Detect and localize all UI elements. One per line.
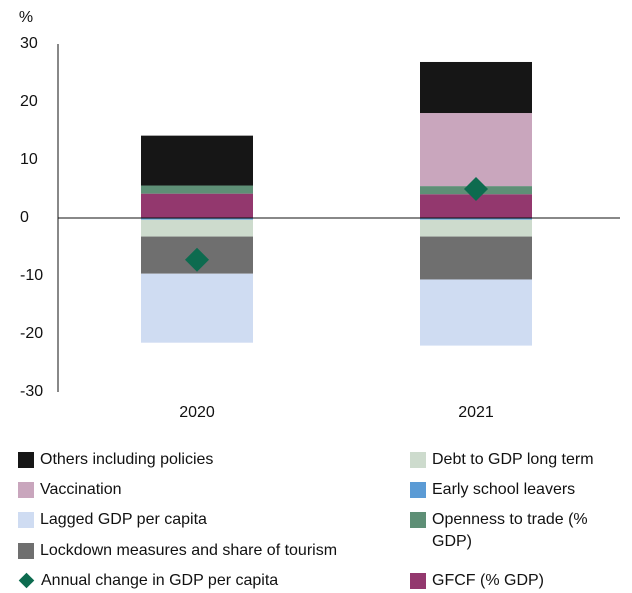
legend-swatch <box>18 482 34 498</box>
bar-segment <box>420 113 532 187</box>
legend-item: GFCF (% GDP) <box>410 570 610 592</box>
legend-swatch <box>410 512 426 528</box>
legend-swatch <box>18 452 34 468</box>
legend-item: Lockdown measures and share of tourism <box>18 540 398 562</box>
marker <box>185 247 209 272</box>
x-tick-label: 2021 <box>458 404 494 421</box>
legend-label: Debt to GDP long term <box>432 451 594 468</box>
legend-item: Early school leavers <box>410 479 610 501</box>
y-tick-label: -30 <box>20 383 43 400</box>
legend-swatch <box>18 512 34 528</box>
bar-segment <box>420 61 532 114</box>
legend-item: Openness to trade (% GDP) <box>410 509 610 553</box>
y-axis-label: % <box>19 9 33 26</box>
legend-item: Debt to GDP long term <box>410 449 610 471</box>
legend-label: Lagged GDP per capita <box>40 511 207 528</box>
legend-label: Vaccination <box>40 481 122 498</box>
legend-item: Annual change in GDP per capita <box>18 570 398 592</box>
legend-marker <box>18 572 35 589</box>
legend-swatch <box>410 482 426 498</box>
bar-segment <box>141 135 253 186</box>
x-tick-label: 2020 <box>179 404 215 421</box>
legend-label: Openness to trade (% GDP) <box>432 511 588 550</box>
y-tick-label: 30 <box>20 35 38 52</box>
legend-swatch <box>410 573 426 589</box>
bar-segment <box>420 218 532 220</box>
legend-label: Others including policies <box>40 451 214 468</box>
bar-segment <box>420 279 532 346</box>
y-tick-label: -10 <box>20 267 43 284</box>
bar-segment <box>141 185 253 194</box>
bar-segment <box>141 193 253 218</box>
legend-item: Vaccination <box>18 479 398 501</box>
legend-label: Early school leavers <box>432 481 576 498</box>
legend-label: GFCF (% GDP) <box>432 572 544 589</box>
y-tick-label: 20 <box>20 93 38 110</box>
bar-segment <box>420 236 532 280</box>
legend-item: Lagged GDP per capita <box>18 509 398 531</box>
legend-swatch <box>410 452 426 468</box>
y-tick-label: 0 <box>20 209 29 226</box>
y-tick-label: -20 <box>20 325 43 342</box>
marker <box>464 177 488 201</box>
bar-segment <box>141 218 253 220</box>
legend-item: Others including policies <box>18 449 398 471</box>
legend-label: Annual change in GDP per capita <box>41 572 279 589</box>
legend-swatch <box>18 543 34 559</box>
bar-segment <box>420 194 532 218</box>
legend-label: Lockdown measures and share of tourism <box>40 542 338 559</box>
y-tick-label: 10 <box>20 151 38 168</box>
bar-segment <box>420 219 532 237</box>
bar-segment <box>141 219 253 237</box>
bar-segment <box>141 273 253 343</box>
plot: % -30 -20 -10 0 10 20 30 2020 2021 <box>19 9 620 421</box>
